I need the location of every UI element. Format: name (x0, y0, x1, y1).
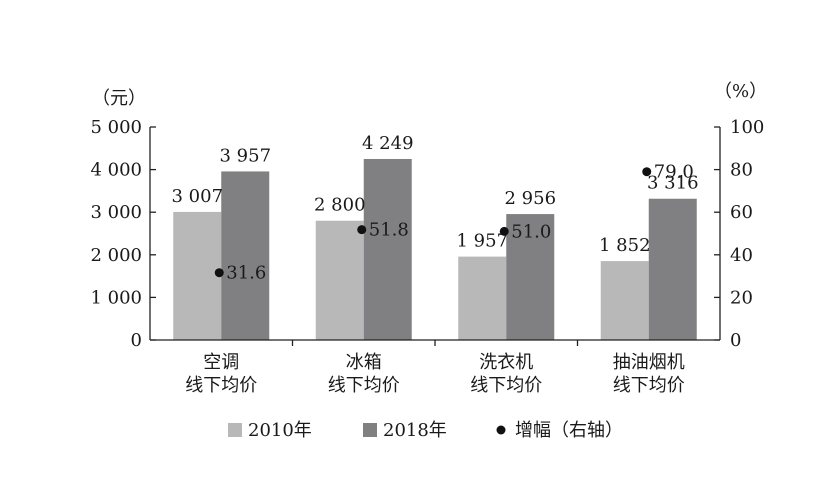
legend-marker (496, 425, 506, 435)
y-right-tick-label: 80 (730, 160, 753, 181)
bar-label: 3 957 (219, 145, 271, 166)
category-label: 线下均价 (328, 375, 400, 396)
growth-label: 79.0 (654, 162, 694, 183)
y-left-tick-label: 5 000 (90, 117, 142, 138)
bar-b-3 (648, 198, 697, 340)
y-right-tick-label: 40 (730, 245, 753, 266)
category-label: 洗衣机 (479, 352, 533, 373)
bar-label: 2 956 (504, 188, 556, 209)
y-left-tick-label: 3 000 (90, 202, 142, 223)
bars-layer (173, 158, 697, 340)
y-left-tick-label: 0 (131, 330, 142, 351)
bar-label: 4 249 (362, 133, 414, 154)
y-right-tick-label: 60 (730, 202, 753, 223)
bar-label: 1 957 (456, 231, 508, 252)
y-right-unit: （%） (714, 81, 767, 102)
y-right-tick-label: 0 (730, 330, 741, 351)
bar-b-0 (221, 171, 270, 340)
bar-label: 3 316 (647, 173, 699, 194)
y-right-tick-label: 20 (730, 287, 753, 308)
y-left-unit: （元） (92, 88, 146, 109)
y-left-tick-label: 2 000 (90, 245, 142, 266)
growth-point (357, 225, 367, 235)
bar-b-1 (363, 158, 412, 340)
bar-label: 1 852 (599, 235, 651, 256)
growth-label: 31.6 (226, 263, 266, 284)
y-left-tick-label: 1 000 (90, 287, 142, 308)
bar-a-2 (458, 256, 507, 340)
category-label: 线下均价 (185, 375, 257, 396)
growth-point (642, 167, 652, 177)
growth-label: 51.0 (511, 221, 551, 242)
category-label: 冰箱 (346, 352, 382, 373)
category-label: 线下均价 (470, 375, 542, 396)
legend-label: 2010年 (248, 420, 312, 441)
y-right-tick-label: 100 (730, 117, 764, 138)
category-label: 抽油烟机 (613, 352, 685, 373)
legend-swatch (363, 423, 377, 437)
bar-a-3 (600, 261, 649, 340)
growth-point (499, 226, 509, 236)
legend-label: 增幅（右轴） (515, 420, 623, 441)
data-labels-layer: 3 007 3 957 2 800 4 249 1 957 2 956 1 852 3 316 (171, 133, 698, 256)
growth-points-layer: 31.6 51.8 51.0 79.0 (214, 162, 694, 284)
category-label: 线下均价 (613, 375, 685, 396)
bar-label: 2 800 (314, 195, 366, 216)
growth-point (214, 268, 224, 278)
legend: 2010年 2018年 增幅（右轴） (228, 420, 623, 441)
y-left-tick-label: 4 000 (90, 160, 142, 181)
legend-swatch (228, 423, 242, 437)
bar-label: 3 007 (171, 186, 223, 207)
bar-a-1 (315, 220, 364, 340)
bar-b-2 (506, 214, 555, 340)
category-label: 空调 (203, 352, 239, 373)
legend-label: 2018年 (383, 420, 447, 441)
growth-label: 51.8 (369, 220, 409, 241)
bar-a-0 (173, 211, 222, 340)
